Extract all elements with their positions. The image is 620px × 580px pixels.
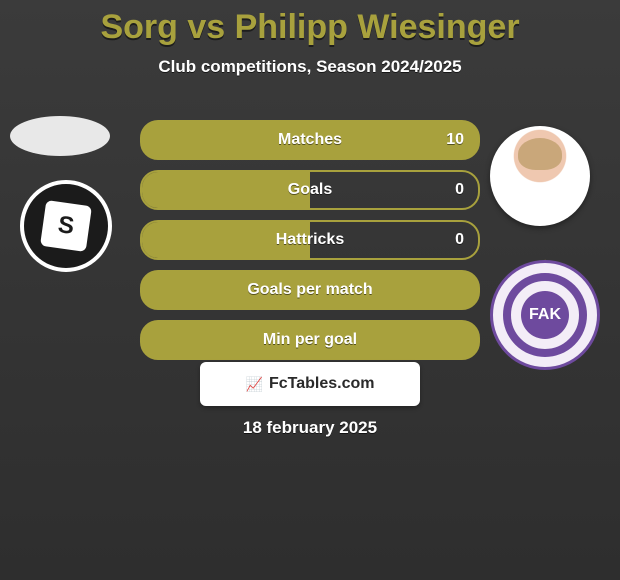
stat-value: 0 <box>455 181 464 199</box>
chart-icon: 📈 <box>246 376 263 393</box>
stat-row-goals-per-match: Goals per match <box>140 270 480 310</box>
stat-label: Hattricks <box>276 231 344 249</box>
stat-label: Matches <box>278 131 342 149</box>
fctables-link[interactable]: 📈 FcTables.com <box>200 362 420 406</box>
page-title: Sorg vs Philipp Wiesinger <box>0 0 620 47</box>
stat-row-hattricks: Hattricks 0 <box>140 220 480 260</box>
stat-row-min-per-goal: Min per goal <box>140 320 480 360</box>
player-right-avatar <box>490 126 590 226</box>
stat-value: 0 <box>455 231 464 249</box>
stat-label: Goals per match <box>247 281 372 299</box>
page-subtitle: Club competitions, Season 2024/2025 <box>0 57 620 77</box>
club-right-ring: FAK <box>490 260 600 370</box>
stat-label: Min per goal <box>263 331 357 349</box>
club-right-badge: ★ FAK <box>490 260 600 370</box>
brand-label: FcTables.com <box>269 375 375 393</box>
club-left-ring: S <box>20 180 112 272</box>
date-label: 18 february 2025 <box>0 418 620 438</box>
stat-row-matches: Matches 10 <box>140 120 480 160</box>
stat-label: Goals <box>288 181 332 199</box>
player-left-placeholder <box>10 116 110 156</box>
stat-row-goals: Goals 0 <box>140 170 480 210</box>
stat-value: 10 <box>446 131 464 149</box>
comparison-card: Sorg vs Philipp Wiesinger Club competiti… <box>0 0 620 580</box>
club-left-initial: S <box>40 200 92 252</box>
club-right-initial: FAK <box>521 291 569 339</box>
stats-container: Matches 10 Goals 0 Hattricks 0 Goals per… <box>140 120 480 370</box>
club-left-badge: S <box>20 180 120 264</box>
